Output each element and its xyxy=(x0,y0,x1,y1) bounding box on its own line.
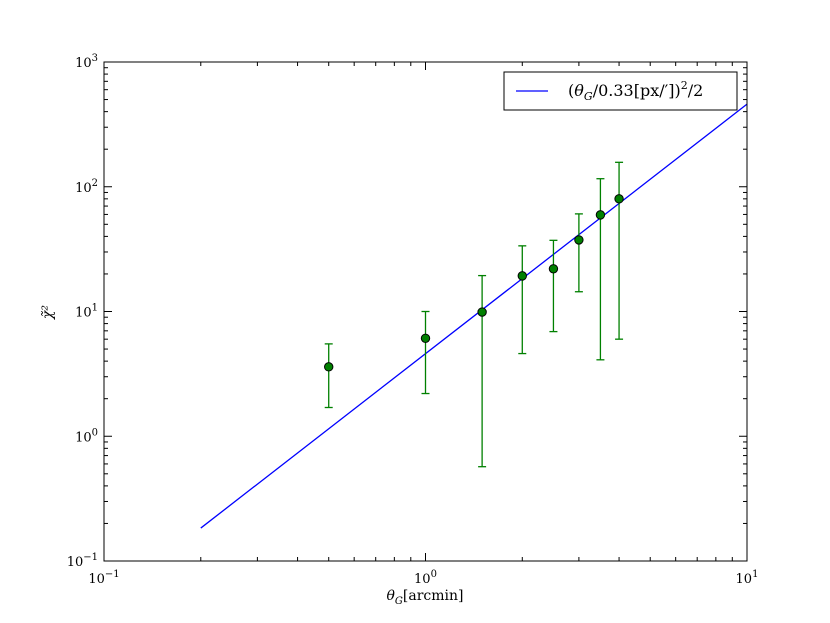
data-point xyxy=(548,264,559,274)
y-tick-label: 101 xyxy=(75,303,98,321)
y-tick-label: 100 xyxy=(75,427,98,445)
x-axis-label: θG[arcmin] xyxy=(386,588,463,607)
plot-data xyxy=(200,103,748,529)
data-point xyxy=(420,333,431,343)
legend-label: (θG/0.33[px/′])2/2 xyxy=(568,79,703,103)
x-tick-label: 101 xyxy=(736,569,759,587)
y-axis-label: χ̃² xyxy=(40,305,56,320)
data-point xyxy=(614,194,624,204)
x-tick-label: 100 xyxy=(414,569,437,587)
x-tick-label: 10−1 xyxy=(88,569,119,587)
model-line xyxy=(200,103,748,529)
y-tick-label: 10−1 xyxy=(67,552,98,570)
data-point xyxy=(574,235,584,245)
data-point xyxy=(595,210,606,220)
legend: (θG/0.33[px/′])2/2 xyxy=(503,71,738,111)
data-point xyxy=(324,362,334,372)
tick-labels: 10−1 100 101 10−1 100 101 102 103 xyxy=(67,53,759,587)
data-point xyxy=(477,307,487,317)
data-point xyxy=(517,271,527,281)
plot-frame xyxy=(103,61,748,562)
y-tick-label: 102 xyxy=(75,178,98,196)
y-tick-label: 103 xyxy=(75,53,98,71)
